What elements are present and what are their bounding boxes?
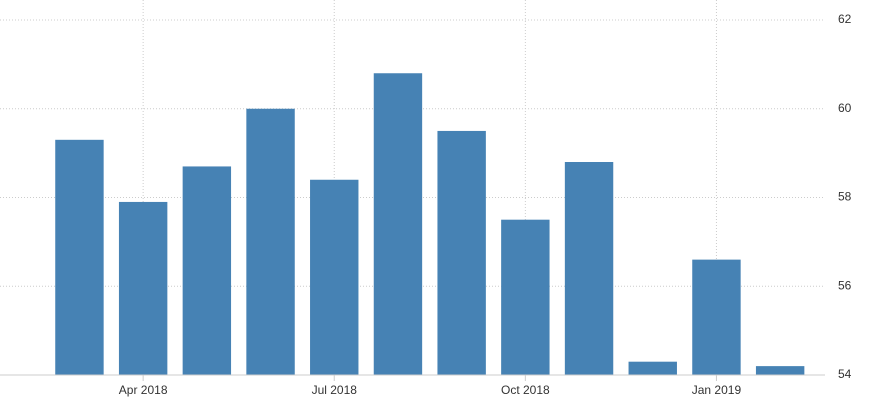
bar bbox=[373, 73, 423, 375]
x-tick-label: Jul 2018 bbox=[312, 383, 358, 397]
y-tick-label: 62 bbox=[838, 12, 852, 26]
y-tick-label: 60 bbox=[838, 101, 852, 115]
bar bbox=[501, 219, 550, 375]
x-tick-label: Jan 2019 bbox=[692, 383, 742, 397]
bar bbox=[628, 361, 677, 375]
y-tick-label: 54 bbox=[838, 367, 852, 381]
y-tick-label: 58 bbox=[838, 190, 852, 204]
bar bbox=[182, 166, 232, 375]
x-tick-label: Apr 2018 bbox=[119, 383, 168, 397]
y-tick-label: 56 bbox=[838, 278, 852, 292]
x-tick-label: Oct 2018 bbox=[501, 383, 550, 397]
bar bbox=[755, 366, 805, 375]
bar bbox=[564, 162, 614, 375]
bar bbox=[55, 139, 104, 375]
bar bbox=[437, 130, 486, 375]
bar bbox=[310, 179, 359, 375]
bar bbox=[692, 259, 741, 375]
bar bbox=[246, 108, 295, 375]
bar bbox=[118, 201, 168, 375]
